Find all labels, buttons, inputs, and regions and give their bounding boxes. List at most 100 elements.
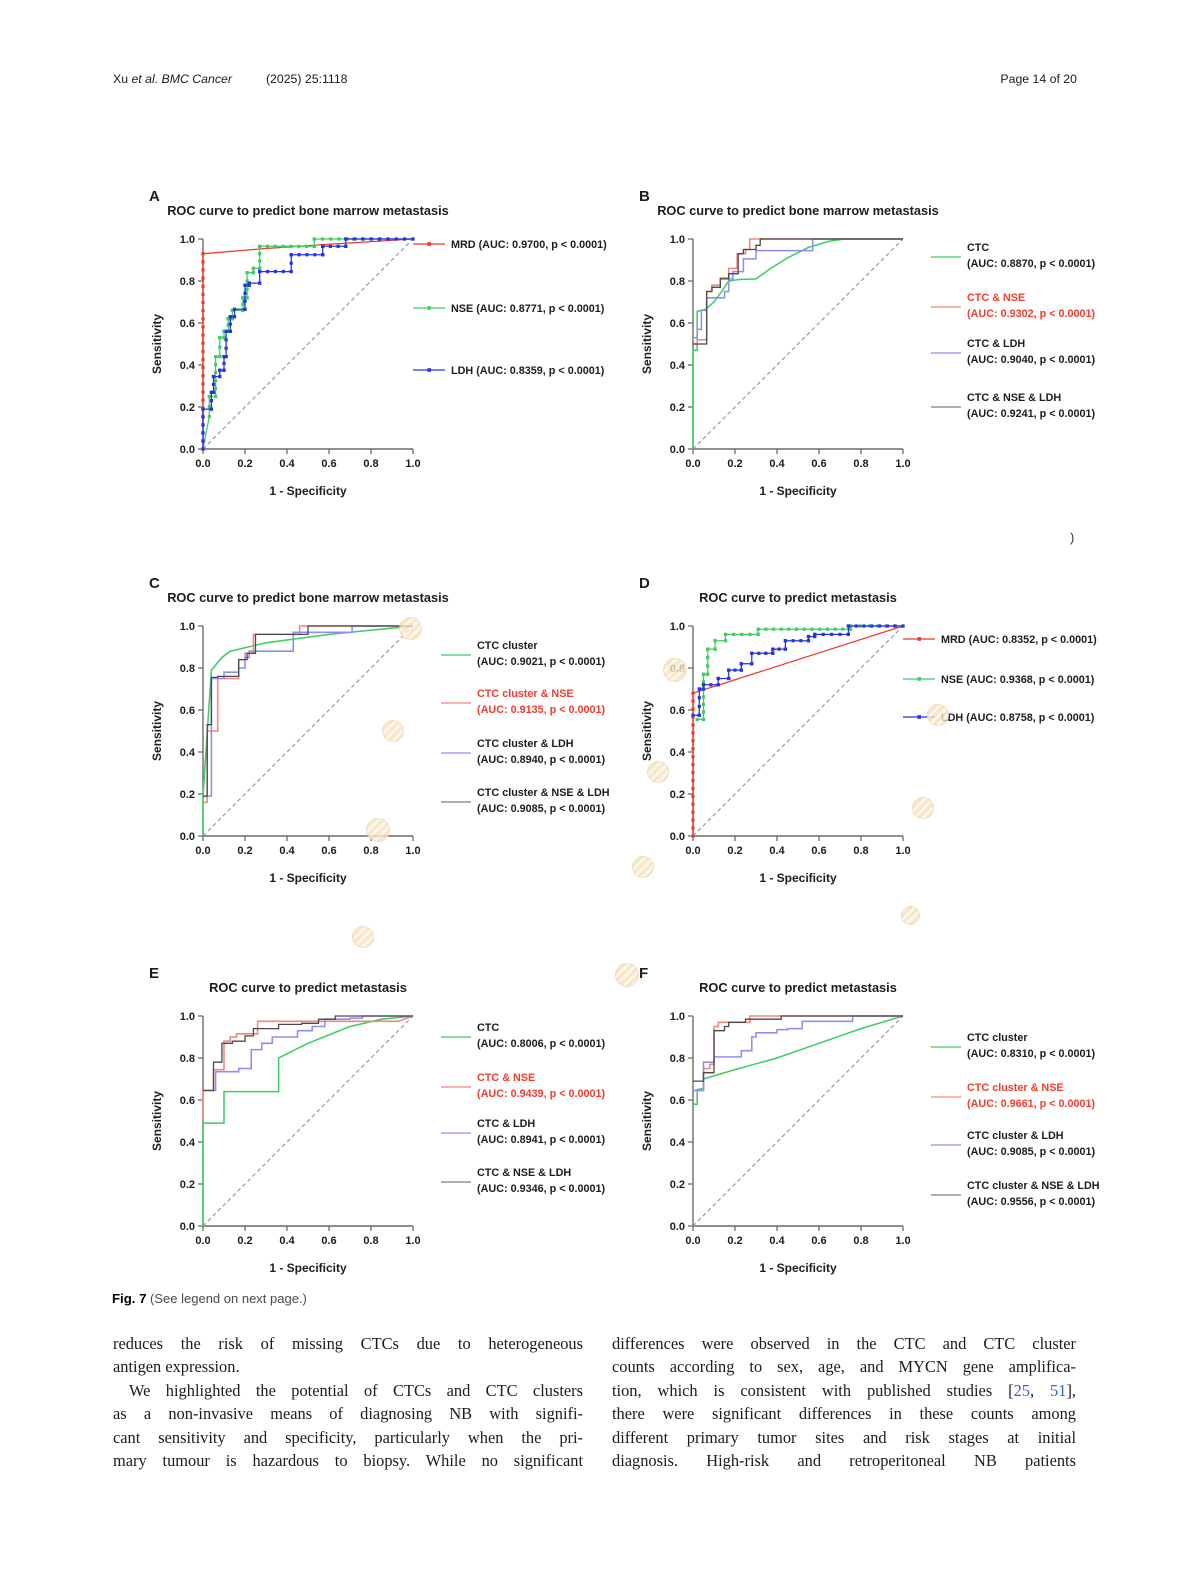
curve-marker: [243, 283, 247, 287]
x-axis-title: 1 - Specificity: [269, 1261, 347, 1275]
curve-marker: [211, 390, 216, 394]
x-axis-title: 1 - Specificity: [759, 871, 837, 885]
curve-marker: [691, 818, 695, 822]
curve-marker: [201, 390, 205, 394]
curve-marker: [313, 253, 317, 257]
curve-marker: [723, 639, 728, 643]
y-axis-title: Sensitivity: [640, 1091, 654, 1151]
curve-marker: [321, 244, 325, 248]
curve-marker: [706, 664, 710, 668]
legend-swatch-marker: [427, 306, 431, 310]
curve-marker: [691, 763, 695, 767]
legend-series-name: CTC cluster: [477, 640, 538, 652]
curve-marker: [321, 253, 325, 257]
curve-marker: [706, 655, 710, 660]
curve-marker: [386, 237, 390, 241]
curve-marker: [245, 271, 249, 275]
curve-marker: [691, 834, 695, 838]
curve-marker: [222, 336, 226, 340]
curve-marker: [833, 627, 837, 631]
curve-ctc-cluster: [693, 1015, 904, 1105]
curve-marker: [846, 624, 850, 628]
curve-marker: [691, 747, 695, 751]
legend-series-name: CTC & LDH: [477, 1118, 535, 1130]
curve-marker: [771, 647, 775, 651]
watermark-circle: [912, 797, 934, 819]
curve-marker: [779, 627, 783, 631]
curve-marker: [201, 284, 205, 288]
legend-series-name: CTC cluster & NSE & LDH: [967, 1180, 1100, 1192]
x-tick-label: 0.2: [237, 458, 252, 470]
body-column-right: differences were observed in the CTC and…: [612, 1332, 1076, 1472]
legend-auc-text: (AUC: 0.9085, p < 0.0001): [967, 1146, 1096, 1158]
y-tick-label: 1.0: [180, 1011, 195, 1023]
curve-marker: [201, 407, 205, 411]
curve-marker: [222, 355, 226, 359]
y-tick-label: 0.6: [180, 318, 195, 330]
legend-auc-text: (AUC: 0.8310, p < 0.0001): [967, 1048, 1096, 1060]
legend-series-name: CTC cluster & LDH: [967, 1130, 1064, 1142]
curve-marker: [825, 627, 829, 631]
curve-marker: [344, 237, 348, 241]
body-text-segment: tion, which is consistent with published…: [612, 1380, 1014, 1400]
watermark-circle: [663, 658, 687, 682]
legend-label: MRD (AUC: 0.9700, p < 0.0001): [451, 239, 607, 251]
curve-marker: [750, 651, 754, 655]
curve-marker: [241, 296, 245, 300]
x-tick-label: 0.6: [811, 1235, 826, 1247]
legend-series-name: CTC cluster: [967, 1032, 1028, 1044]
legend-series-name: CTC: [477, 1022, 499, 1034]
curve-marker: [716, 683, 720, 687]
curve-marker: [748, 632, 752, 636]
curve-marker: [878, 624, 882, 628]
curve-marker: [289, 253, 293, 257]
citation-link[interactable]: 51: [1050, 1380, 1067, 1400]
curve-marker: [818, 627, 822, 631]
curve-marker: [771, 627, 776, 631]
curve-ctc-nse-ldh: [693, 238, 903, 345]
figure-caption-text: (See legend on next page.): [146, 1291, 307, 1306]
author-name: Xu: [113, 72, 132, 86]
curve-ctc-ldh: [693, 238, 903, 339]
curve-marker: [224, 338, 228, 342]
curve-marker: [305, 253, 309, 257]
x-tick-label: 0.8: [853, 845, 868, 857]
curve-marker: [289, 269, 293, 274]
curve-marker: [691, 826, 695, 830]
watermark-circle: [647, 761, 669, 783]
curve-marker: [403, 237, 407, 241]
curve-marker: [201, 366, 205, 370]
curve-marker: [787, 627, 791, 631]
figure-caption-label: Fig. 7: [112, 1291, 147, 1306]
curve-marker: [841, 627, 845, 631]
curve-marker: [281, 244, 285, 248]
legend-series-name: CTC & NSE & LDH: [477, 1167, 571, 1179]
curve-marker: [214, 386, 218, 391]
curve-marker: [312, 237, 316, 241]
curve-marker: [207, 414, 211, 419]
curve-marker: [411, 237, 415, 241]
curve-marker: [201, 276, 205, 280]
curve-ctc-nse: [202, 1015, 414, 1121]
curve-marker: [207, 404, 211, 409]
y-tick-label: 0.2: [670, 1179, 685, 1191]
curve-marker: [806, 634, 811, 639]
curve-marker: [226, 317, 230, 321]
curve-marker: [394, 237, 398, 241]
curve-marker: [241, 302, 245, 306]
curve-marker: [289, 261, 293, 265]
curve-marker: [201, 415, 205, 419]
citation-link[interactable]: 25: [1013, 1380, 1030, 1400]
curve-marker: [245, 296, 249, 300]
x-tick-label: 0.0: [195, 1235, 210, 1247]
body-text-line: antigen expression.: [113, 1357, 240, 1377]
issue-info: (2025) 25:1118: [265, 72, 348, 86]
x-tick-label: 0.8: [853, 1235, 868, 1247]
y-tick-label: 0.0: [180, 1221, 195, 1233]
curve-marker: [821, 632, 825, 636]
y-tick-label: 0.0: [180, 444, 195, 456]
curve-marker: [870, 624, 874, 628]
roc-chart-e: E ROC curve to predict metastasis 0.00.0 0.…: [149, 965, 606, 1275]
x-tick-label: 0.8: [363, 845, 378, 857]
curve-marker: [691, 715, 695, 719]
